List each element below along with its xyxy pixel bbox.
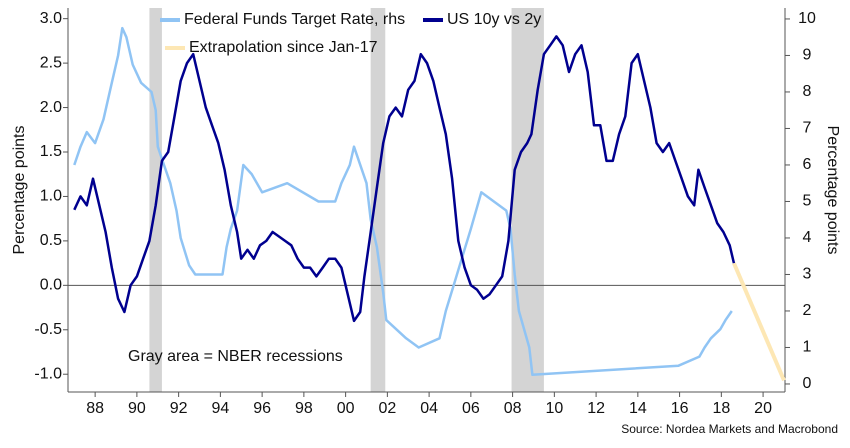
y-tick-label: 2.0	[40, 99, 62, 116]
y-tick-label: 3.0	[40, 10, 62, 27]
y-tick-label: 1.5	[40, 143, 62, 160]
y-tick-label: -1.0	[34, 365, 62, 382]
series-line	[732, 262, 786, 382]
x-tick-label: 16	[671, 400, 689, 417]
x-tick-label: 98	[295, 400, 313, 417]
y2-tick-label: 1	[803, 339, 812, 356]
y-tick-label: 0.5	[40, 232, 62, 249]
x-tick-label: 04	[420, 400, 438, 417]
x-tick-label: 90	[128, 400, 146, 417]
y-tick-label: 1.0	[40, 188, 62, 205]
x-tick-label: 10	[545, 400, 563, 417]
y2-tick-label: 3	[803, 266, 812, 283]
x-tick-label: 92	[170, 400, 188, 417]
y2-tick-label: 9	[803, 47, 812, 64]
legend-label: Federal Funds Target Rate, rhs	[184, 11, 405, 28]
recession-band	[370, 8, 386, 392]
x-tick-label: 06	[462, 400, 480, 417]
x-tick-label: 94	[211, 400, 229, 417]
annotation: Gray area = NBER recessions	[128, 348, 343, 365]
y2-axis-label: Percentage points	[824, 126, 841, 255]
y2-tick-label: 7	[803, 120, 812, 137]
y2-tick-label: 6	[803, 156, 812, 173]
x-tick-label: 08	[504, 400, 522, 417]
x-tick-label: 88	[86, 400, 104, 417]
x-tick-label: 96	[253, 400, 271, 417]
y2-tick-label: 0	[803, 375, 812, 392]
x-tick-label: 02	[378, 400, 396, 417]
source: Source: Nordea Markets and Macrobond	[621, 422, 838, 436]
y2-tick-label: 4	[803, 229, 812, 246]
y-tick-label: -0.5	[34, 321, 62, 338]
y2-tick-label: 5	[803, 193, 812, 210]
legend-label: Extrapolation since Jan-17	[189, 39, 378, 56]
x-tick-label: 18	[712, 400, 730, 417]
x-tick-label: 14	[629, 400, 647, 417]
x-tick-label: 20	[754, 400, 772, 417]
y2-tick-label: 10	[798, 10, 816, 27]
series-line	[73, 26, 733, 377]
y-tick-label: 2.5	[40, 54, 62, 71]
x-tick-label: 00	[337, 400, 355, 417]
legend-label: US 10y vs 2y	[447, 11, 541, 28]
x-tick-label: 12	[587, 400, 605, 417]
y-tick-label: 0.0	[40, 277, 62, 294]
series-line	[73, 35, 736, 323]
recession-band	[511, 8, 544, 392]
y2-tick-label: 8	[803, 83, 812, 100]
y-axis-label: Percentage points	[11, 126, 28, 255]
y2-tick-label: 2	[803, 302, 812, 319]
